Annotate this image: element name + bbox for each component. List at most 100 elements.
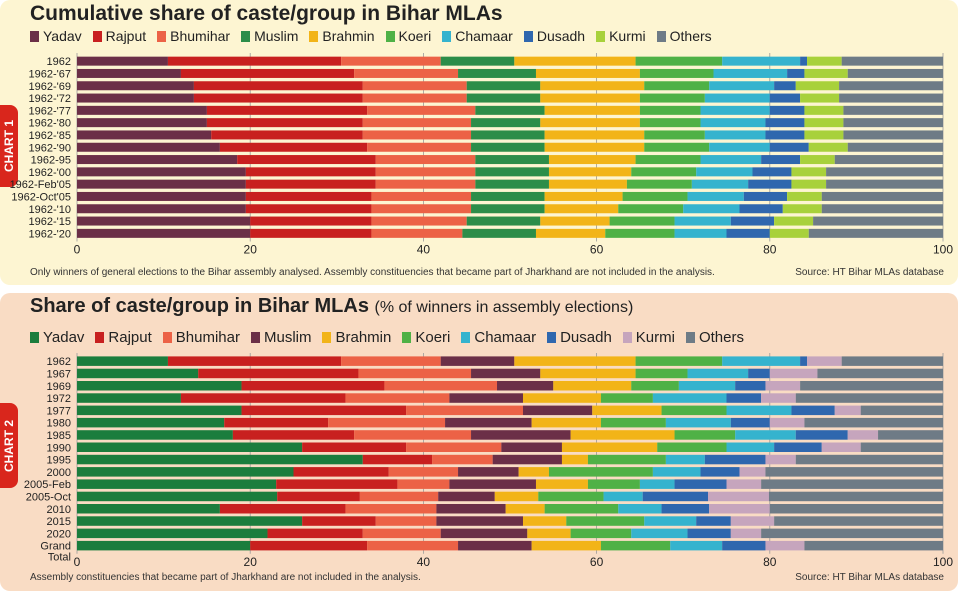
bar-segment-brahmin <box>522 516 567 526</box>
legend-label: Chamaar <box>455 28 513 44</box>
bar-segment-kurmi <box>709 504 770 514</box>
bar-segment-bhumihar <box>362 93 467 103</box>
legend-label: Yadav <box>43 28 82 44</box>
bar-segment-brahmin <box>544 191 623 201</box>
x-tick-label: 100 <box>933 243 953 257</box>
bar-segment-brahmin <box>514 56 636 66</box>
category-label: 1962-'85 <box>29 130 71 142</box>
bar-segment-bhumihar <box>328 417 446 428</box>
category-label: 1962-'10 <box>29 204 71 216</box>
bar-segment-rajput <box>193 81 363 91</box>
bar-segment-yadav <box>77 504 220 514</box>
bar-segment-rajput <box>224 417 329 428</box>
bar-segment-muslim <box>466 81 541 91</box>
bar-segment-koeri <box>644 130 705 140</box>
bar-segment-yadav <box>77 454 363 465</box>
bar-segment-dusadh <box>774 81 796 91</box>
bar-segment-muslim <box>471 430 571 440</box>
legend-item: Rajput <box>92 28 146 44</box>
bar-segment-yadav <box>77 216 251 226</box>
bar-segment-brahmin <box>522 393 601 403</box>
bar-segment-dusadh <box>752 167 792 177</box>
bar-segment-bhumihar <box>367 540 459 551</box>
bar-segment-dusadh <box>700 467 740 477</box>
bar-segment-dusadh <box>765 118 805 128</box>
bar-segment-kurmi <box>708 491 769 502</box>
bar-segment-muslim <box>436 504 506 514</box>
bar-segment-yadav <box>77 528 268 539</box>
legend-item: Chamaar <box>442 28 513 44</box>
bar-segment-chamaar <box>735 430 796 440</box>
category-label: 2005-Oct <box>26 491 71 503</box>
bar-segment-bhumihar <box>397 479 450 489</box>
bar-segment-brahmin <box>548 167 632 177</box>
bar-segment-muslim <box>475 167 549 177</box>
bar-segment-bhumihar <box>345 504 437 514</box>
bar-segment-kurmi <box>808 142 848 152</box>
legend-swatch <box>322 332 332 343</box>
bar-segment-muslim <box>475 179 549 189</box>
bar-segment-muslim <box>436 516 523 526</box>
legend-swatch <box>30 332 39 343</box>
bar-segment-others <box>769 504 943 514</box>
bar-segment-chamaar <box>704 130 766 140</box>
bar-segment-chamaar <box>639 479 675 489</box>
bar-segment-others <box>765 467 943 477</box>
bar-segment-brahmin <box>548 179 627 189</box>
category-label: 1969 <box>47 381 71 393</box>
bar-segment-brahmin <box>561 454 588 465</box>
chart-1-footnote: Only winners of general elections to the… <box>30 267 715 278</box>
bar-segment-chamaar <box>700 155 762 165</box>
bar-segment-rajput <box>250 540 368 551</box>
bar-segment-brahmin <box>540 118 640 128</box>
bar-segment-brahmin <box>531 417 601 428</box>
chart-1-source: Source: HT Bihar MLAs database <box>795 267 944 278</box>
bar-segment-brahmin <box>561 442 658 452</box>
bar-segment-kurmi <box>765 540 805 551</box>
bar-segment-rajput <box>245 179 376 189</box>
bar-segment-others <box>843 105 943 115</box>
bar-segment-koeri <box>639 93 705 103</box>
chart-1-title: Cumulative share of caste/group in Bihar… <box>30 2 503 25</box>
legend-swatch <box>547 332 557 343</box>
bar-segment-brahmin <box>540 368 636 379</box>
bar-segment-bhumihar <box>371 204 472 214</box>
bar-segment-yadav <box>77 105 207 115</box>
legend-item: Kurmi <box>596 28 646 44</box>
bar-segment-muslim <box>471 191 545 201</box>
bar-segment-bhumihar <box>375 516 437 526</box>
bar-segment-others <box>795 454 943 465</box>
x-tick-label: 20 <box>244 243 258 257</box>
bar-segment-brahmin <box>570 430 675 440</box>
bar-segment-bhumihar <box>345 393 450 403</box>
legend-swatch <box>402 332 412 343</box>
category-label: 1962 <box>47 356 71 368</box>
chart-2-footnote: Assembly constituencies that became part… <box>30 572 421 583</box>
legend-item: Koeri <box>402 329 450 346</box>
bar-segment-bhumihar <box>375 155 476 165</box>
category-label: 2010 <box>47 504 71 516</box>
bar-segment-bhumihar <box>354 68 459 78</box>
bar-segment-rajput <box>245 204 372 214</box>
bar-segment-chamaar <box>678 381 736 391</box>
chart-1-plot: 19621962-'671962-'691962-'721962-'771962… <box>10 53 953 257</box>
chart-2-subtitle: (% of winners in assembly elections) <box>374 299 634 316</box>
bar-segment-koeri <box>600 540 671 551</box>
bar-segment-bhumihar <box>362 528 441 539</box>
chart-1-legend: Yadav Rajput Bhumihar Muslim Brahmin Koeri Cha… <box>30 28 712 44</box>
legend-item: Muslim <box>241 28 298 44</box>
bar-segment-koeri <box>600 393 653 403</box>
bar-segment-dusadh <box>761 155 801 165</box>
bar-segment-chamaar <box>674 228 727 238</box>
bar-segment-bhumihar <box>367 142 472 152</box>
bar-segment-koeri <box>639 105 701 115</box>
x-tick-label: 60 <box>590 555 604 569</box>
bar-segment-rajput <box>237 155 376 165</box>
legend-item: Brahmin <box>322 329 391 346</box>
category-label: 1962-'15 <box>29 216 71 228</box>
bar-segment-others <box>808 228 943 238</box>
x-tick-label: 0 <box>74 243 81 257</box>
bar-segment-dusadh <box>795 430 848 440</box>
legend-item: Bhumihar <box>157 28 230 44</box>
bar-segment-bhumihar <box>406 442 502 452</box>
